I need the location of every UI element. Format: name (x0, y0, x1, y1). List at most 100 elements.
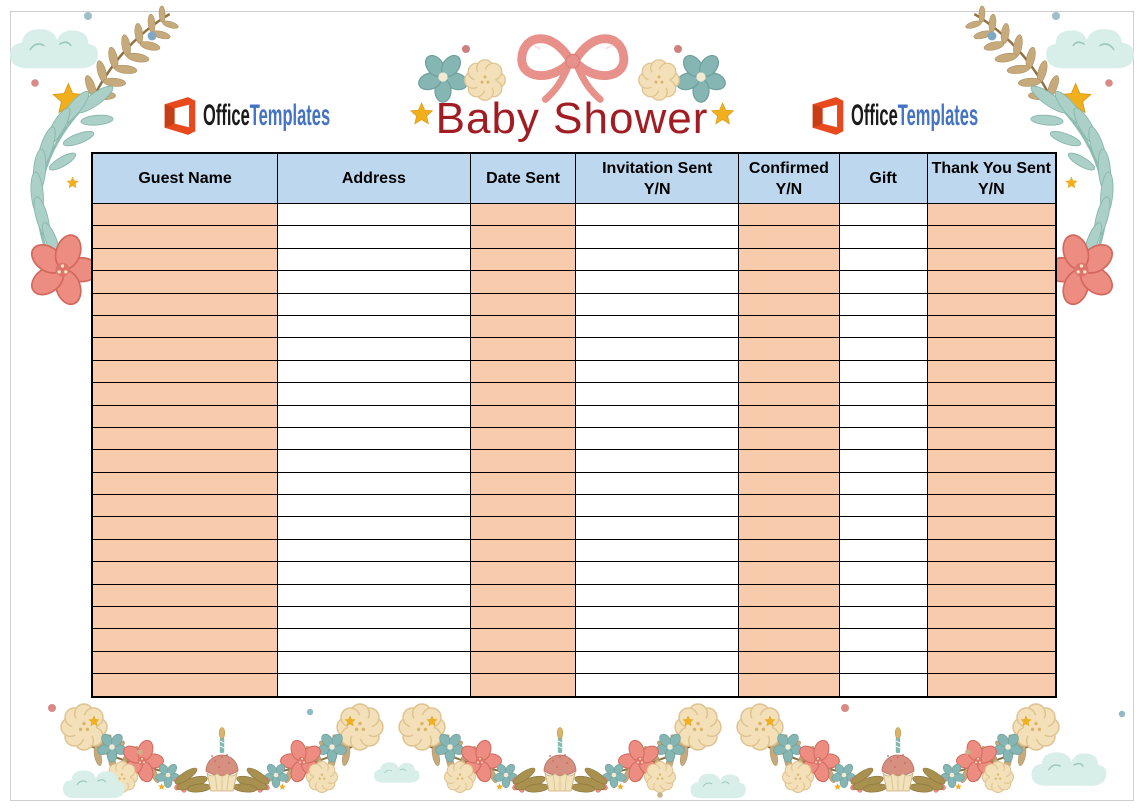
table-cell[interactable] (926, 449, 1057, 473)
table-cell[interactable] (838, 606, 928, 630)
table-cell[interactable] (277, 359, 471, 384)
table-cell[interactable] (277, 538, 471, 563)
table-cell[interactable] (838, 382, 928, 406)
table-cell[interactable] (469, 606, 577, 630)
table-cell[interactable] (738, 561, 840, 585)
table-cell[interactable] (277, 337, 471, 361)
table-cell[interactable] (838, 516, 928, 540)
table-cell[interactable] (738, 650, 840, 675)
table-cell[interactable] (926, 359, 1057, 384)
table-cell[interactable] (91, 292, 279, 316)
table-cell[interactable] (91, 606, 279, 630)
table-cell[interactable] (277, 382, 471, 406)
table-cell[interactable] (91, 628, 279, 652)
table-cell[interactable] (838, 538, 928, 563)
table-cell[interactable] (91, 202, 279, 227)
table-cell[interactable] (277, 606, 471, 630)
table-cell[interactable] (838, 471, 928, 496)
table-cell[interactable] (469, 538, 577, 563)
table-cell[interactable] (277, 673, 471, 698)
table-cell[interactable] (926, 628, 1057, 652)
table-cell[interactable] (469, 270, 577, 294)
table-cell[interactable] (575, 270, 740, 294)
table-cell[interactable] (469, 337, 577, 361)
table-cell[interactable] (738, 404, 840, 428)
table-cell[interactable] (926, 270, 1057, 294)
table-cell[interactable] (91, 270, 279, 294)
table-cell[interactable] (469, 471, 577, 496)
table-cell[interactable] (838, 337, 928, 361)
table-cell[interactable] (575, 673, 740, 698)
table-cell[interactable] (277, 314, 471, 339)
table-cell[interactable] (277, 449, 471, 473)
table-cell[interactable] (91, 225, 279, 249)
table-cell[interactable] (91, 404, 279, 428)
table-cell[interactable] (838, 426, 928, 451)
table-cell[interactable] (575, 359, 740, 384)
table-cell[interactable] (926, 292, 1057, 316)
table-cell[interactable] (575, 337, 740, 361)
table-cell[interactable] (277, 247, 471, 272)
table-cell[interactable] (738, 426, 840, 451)
table-cell[interactable] (91, 337, 279, 361)
table-cell[interactable] (738, 270, 840, 294)
table-cell[interactable] (838, 270, 928, 294)
table-cell[interactable] (926, 404, 1057, 428)
table-cell[interactable] (838, 628, 928, 652)
table-cell[interactable] (575, 538, 740, 563)
table-cell[interactable] (575, 449, 740, 473)
table-cell[interactable] (575, 202, 740, 227)
table-cell[interactable] (91, 471, 279, 496)
table-cell[interactable] (738, 382, 840, 406)
table-cell[interactable] (838, 247, 928, 272)
table-cell[interactable] (926, 314, 1057, 339)
table-cell[interactable] (738, 359, 840, 384)
table-cell[interactable] (575, 247, 740, 272)
table-cell[interactable] (738, 516, 840, 540)
table-cell[interactable] (838, 292, 928, 316)
table-cell[interactable] (469, 292, 577, 316)
table-cell[interactable] (91, 673, 279, 698)
table-cell[interactable] (277, 404, 471, 428)
table-cell[interactable] (926, 673, 1057, 698)
table-cell[interactable] (738, 225, 840, 249)
table-cell[interactable] (91, 516, 279, 540)
table-cell[interactable] (926, 247, 1057, 272)
table-cell[interactable] (469, 516, 577, 540)
table-cell[interactable] (469, 561, 577, 585)
table-cell[interactable] (91, 494, 279, 518)
table-cell[interactable] (838, 494, 928, 518)
table-cell[interactable] (277, 225, 471, 249)
table-cell[interactable] (277, 494, 471, 518)
table-cell[interactable] (469, 628, 577, 652)
table-cell[interactable] (926, 583, 1057, 608)
table-cell[interactable] (469, 426, 577, 451)
table-cell[interactable] (469, 225, 577, 249)
table-cell[interactable] (575, 606, 740, 630)
table-cell[interactable] (926, 650, 1057, 675)
table-cell[interactable] (838, 583, 928, 608)
table-cell[interactable] (738, 494, 840, 518)
table-cell[interactable] (277, 202, 471, 227)
table-cell[interactable] (575, 404, 740, 428)
table-cell[interactable] (469, 650, 577, 675)
table-cell[interactable] (575, 225, 740, 249)
table-cell[interactable] (91, 650, 279, 675)
table-cell[interactable] (469, 494, 577, 518)
table-cell[interactable] (469, 673, 577, 698)
table-cell[interactable] (277, 426, 471, 451)
table-cell[interactable] (469, 583, 577, 608)
table-cell[interactable] (91, 449, 279, 473)
table-cell[interactable] (469, 247, 577, 272)
table-cell[interactable] (277, 650, 471, 675)
table-cell[interactable] (469, 314, 577, 339)
table-cell[interactable] (277, 471, 471, 496)
table-cell[interactable] (91, 561, 279, 585)
table-cell[interactable] (738, 292, 840, 316)
table-cell[interactable] (91, 426, 279, 451)
table-cell[interactable] (91, 382, 279, 406)
table-cell[interactable] (738, 337, 840, 361)
table-cell[interactable] (838, 449, 928, 473)
table-cell[interactable] (575, 382, 740, 406)
table-cell[interactable] (575, 292, 740, 316)
